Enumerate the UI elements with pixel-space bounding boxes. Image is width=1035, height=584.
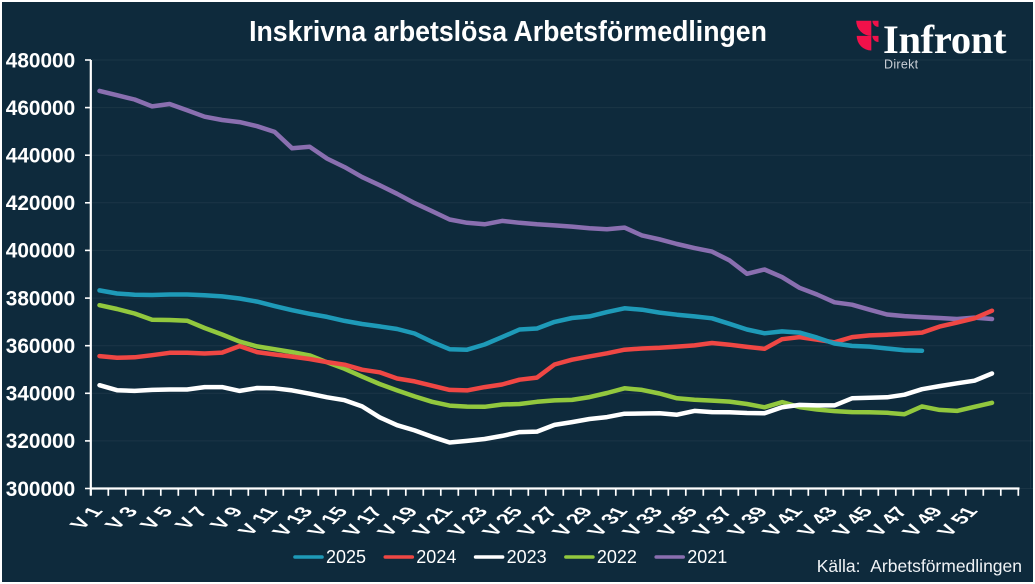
svg-text:2024: 2024 (416, 547, 456, 567)
svg-text:420000: 420000 (6, 192, 75, 215)
svg-text:340000: 340000 (6, 383, 75, 406)
svg-text:360000: 360000 (6, 335, 75, 358)
svg-text:Direkt: Direkt (884, 58, 919, 72)
svg-text:440000: 440000 (6, 145, 75, 168)
svg-text:Inskrivna arbetslösa Arbetsför: Inskrivna arbetslösa Arbetsförmedlingen (249, 15, 767, 47)
svg-text:2025: 2025 (326, 547, 366, 567)
svg-text:Infront: Infront (883, 17, 1007, 62)
svg-text:2022: 2022 (597, 547, 637, 567)
svg-text:320000: 320000 (6, 430, 75, 453)
svg-text:400000: 400000 (6, 240, 75, 263)
svg-text:300000: 300000 (6, 478, 75, 501)
svg-text:Källa: Arbetsförmedlingen: Källa: Arbetsförmedlingen (817, 556, 1022, 576)
svg-text:2021: 2021 (687, 547, 727, 567)
svg-text:480000: 480000 (6, 49, 75, 72)
svg-text:380000: 380000 (6, 287, 75, 310)
svg-text:460000: 460000 (6, 97, 75, 120)
svg-text:2023: 2023 (507, 547, 547, 567)
